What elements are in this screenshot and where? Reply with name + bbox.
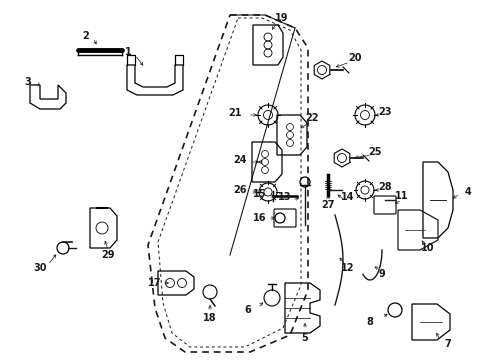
- Text: 16: 16: [253, 213, 266, 223]
- Text: 18: 18: [203, 313, 216, 323]
- Text: 7: 7: [444, 339, 450, 349]
- Text: 27: 27: [321, 200, 334, 210]
- Text: 22: 22: [305, 113, 318, 123]
- Text: 25: 25: [367, 147, 381, 157]
- Text: 3: 3: [24, 77, 31, 87]
- Text: 23: 23: [378, 107, 391, 117]
- Text: 5: 5: [301, 333, 308, 343]
- Text: 6: 6: [244, 305, 251, 315]
- Text: 19: 19: [275, 13, 288, 23]
- Text: 4: 4: [464, 187, 470, 197]
- Text: 14: 14: [341, 192, 354, 202]
- Polygon shape: [314, 61, 329, 79]
- Text: 13: 13: [278, 192, 291, 202]
- Text: 8: 8: [366, 317, 373, 327]
- Text: 15: 15: [253, 189, 266, 199]
- Text: 30: 30: [33, 263, 47, 273]
- Text: 9: 9: [378, 269, 385, 279]
- Text: 29: 29: [101, 250, 115, 260]
- Text: 1: 1: [124, 47, 131, 57]
- Text: 26: 26: [233, 185, 246, 195]
- Text: 28: 28: [377, 182, 391, 192]
- Text: 10: 10: [420, 243, 434, 253]
- Text: 21: 21: [228, 108, 241, 118]
- Text: 24: 24: [233, 155, 246, 165]
- Text: 20: 20: [347, 53, 361, 63]
- Text: 2: 2: [82, 31, 89, 41]
- Text: 11: 11: [394, 191, 408, 201]
- Text: 12: 12: [341, 263, 354, 273]
- Text: 17: 17: [148, 278, 162, 288]
- Polygon shape: [333, 149, 349, 167]
